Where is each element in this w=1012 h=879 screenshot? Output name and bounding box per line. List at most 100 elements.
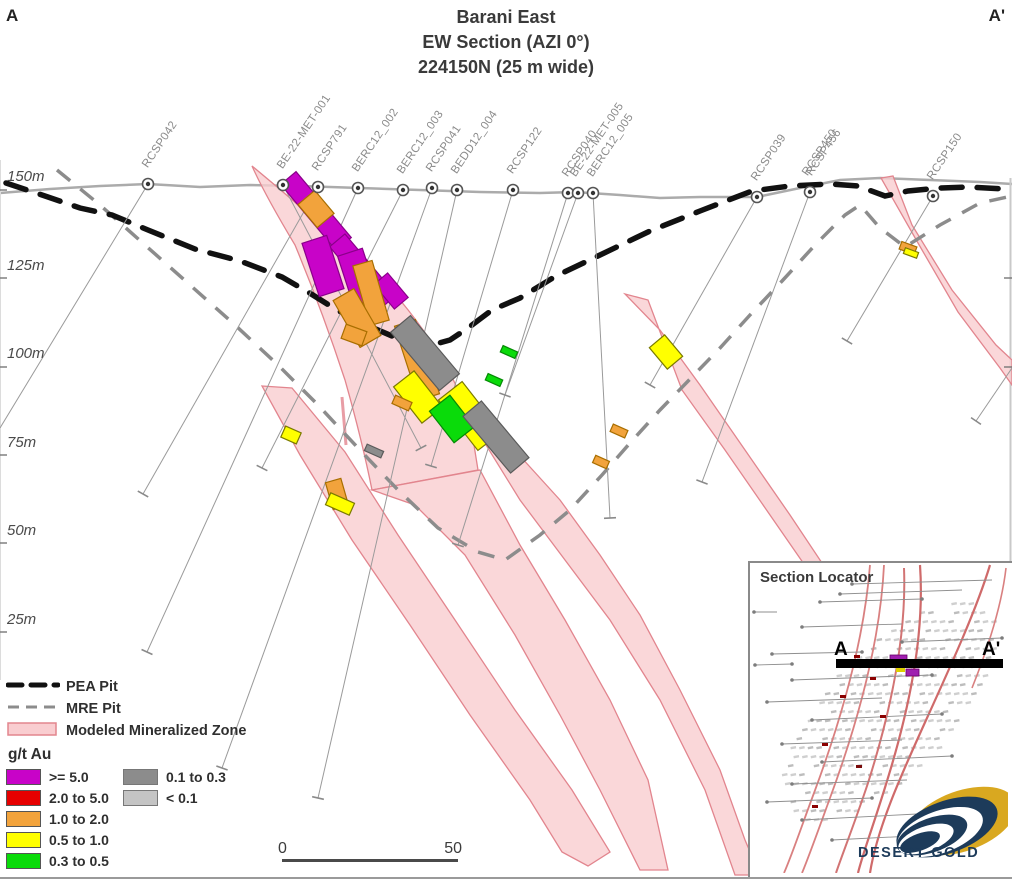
axis-ticks bbox=[0, 189, 1012, 633]
pea-legend-swatch bbox=[5, 682, 61, 687]
pit-legend: PEA Pit MRE Pit Modeled Mineralized Zone bbox=[5, 676, 246, 742]
drill-trace bbox=[137, 186, 319, 498]
desert-gold-logo-text: DESERT GOLD bbox=[858, 845, 980, 861]
grade-swatch bbox=[6, 768, 41, 785]
assay-interval bbox=[280, 425, 302, 445]
grade-label: 0.1 to 0.3 bbox=[166, 768, 226, 785]
legend-row: MRE Pit bbox=[6, 698, 246, 720]
grade-swatch bbox=[6, 852, 41, 869]
assay-interval bbox=[391, 394, 413, 412]
drill-trace bbox=[311, 189, 458, 801]
assay-interval bbox=[499, 344, 519, 360]
assay-interval bbox=[428, 394, 476, 444]
elevation-label: 75m bbox=[7, 433, 37, 451]
grade-swatch bbox=[123, 768, 158, 785]
assay-interval bbox=[297, 189, 335, 229]
grade-label: 0.5 to 1.0 bbox=[49, 831, 109, 848]
section-end-label-a: A bbox=[6, 6, 19, 25]
grade-label: 0.3 to 0.5 bbox=[49, 852, 109, 869]
grade-label: 1.0 to 2.0 bbox=[49, 810, 109, 827]
assay-interval bbox=[648, 334, 684, 370]
drill-collar-marker bbox=[926, 189, 940, 203]
grade-swatch bbox=[6, 789, 41, 806]
grade-label: < 0.1 bbox=[166, 789, 198, 806]
legend-label: PEA Pit bbox=[66, 679, 118, 695]
grade-swatch bbox=[6, 831, 41, 848]
legend-label: Modeled Mineralized Zone bbox=[66, 723, 247, 739]
assay-interval bbox=[352, 259, 390, 327]
drill-collar-marker bbox=[425, 181, 439, 195]
zone-legend-swatch bbox=[7, 721, 57, 736]
elevation-label: 100m bbox=[7, 345, 45, 363]
assay-interval bbox=[591, 454, 611, 470]
drill-trace bbox=[256, 189, 404, 472]
mre-legend-swatch bbox=[8, 705, 58, 708]
legend-row: PEA Pit bbox=[5, 676, 246, 698]
drill-collar-marker bbox=[586, 186, 600, 200]
elevation-label: 25m bbox=[7, 611, 37, 628]
assay-interval bbox=[340, 323, 368, 347]
drill-collar-marker bbox=[450, 183, 464, 197]
drill-collar-marker bbox=[803, 185, 817, 199]
section-line-bar bbox=[836, 659, 1003, 668]
legend-row: Modeled Mineralized Zone bbox=[6, 720, 246, 742]
grade-row: 2.0 to 5.0 < 0.1 bbox=[6, 787, 246, 808]
assay-interval-bars bbox=[279, 170, 920, 517]
assay-interval bbox=[389, 314, 461, 392]
assay-interval bbox=[324, 491, 356, 517]
drill-collar-marker bbox=[351, 181, 365, 195]
title-line-3: 224150N (25 m wide) bbox=[417, 57, 595, 77]
section-locator-inset: Section Locator A A' DESERT GOLD bbox=[748, 561, 1012, 877]
section-locator-title: Section Locator bbox=[760, 569, 874, 586]
legend: PEA Pit MRE Pit Modeled Mineralized Zone g… bbox=[5, 676, 246, 871]
assay-interval bbox=[372, 272, 410, 310]
drill-collar-marker bbox=[571, 186, 585, 200]
assay-interval bbox=[363, 443, 385, 459]
drill-trace bbox=[696, 191, 811, 485]
grade-label: 2.0 to 5.0 bbox=[49, 789, 109, 806]
assay-interval bbox=[609, 423, 629, 439]
scale-bar-line bbox=[282, 859, 458, 862]
grade-row: 1.0 to 2.0 bbox=[6, 808, 246, 829]
drill-collar-marker bbox=[141, 177, 155, 191]
assay-interval bbox=[301, 234, 345, 298]
pea-pit-outline bbox=[3, 180, 1008, 350]
assay-interval bbox=[902, 247, 920, 259]
grade-row: >= 5.0 0.1 to 0.3 bbox=[6, 766, 246, 787]
desert-gold-logo-swoosh bbox=[900, 831, 940, 853]
assay-interval bbox=[462, 400, 530, 474]
elevation-label: 125m bbox=[7, 256, 45, 274]
drill-trace bbox=[0, 183, 149, 429]
scale-start-label: 0 bbox=[278, 840, 287, 857]
elevation-label: 150m bbox=[7, 168, 45, 185]
title-line-1: Barani East bbox=[456, 7, 556, 27]
locator-a-prime-label: A' bbox=[982, 639, 1000, 660]
figure-title: Barani East EW Section (AZI 0°) 224150N … bbox=[296, 5, 716, 80]
grade-swatch bbox=[6, 810, 41, 827]
modeled-mineralized-zone bbox=[369, 469, 669, 871]
mre-pit-outline bbox=[55, 168, 1012, 562]
grade-legend: >= 5.0 0.1 to 0.3 2.0 to 5.0 < 0.1 1.0 to 2.… bbox=[6, 766, 246, 871]
section-locator-map: A A' bbox=[752, 564, 1008, 873]
section-end-label-a-prime: A' bbox=[988, 6, 1005, 25]
drill-collar-marker bbox=[750, 190, 764, 204]
grade-row: 0.3 to 0.5 bbox=[6, 850, 246, 871]
legend-label: MRE Pit bbox=[66, 701, 121, 717]
drill-collar-marker bbox=[396, 183, 410, 197]
locator-a-label: A bbox=[834, 639, 848, 660]
scale-end-label: 50 bbox=[444, 840, 462, 857]
grade-swatch bbox=[123, 789, 158, 806]
scale-bar: 0 50 bbox=[278, 840, 462, 862]
grade-legend-title: g/t Au bbox=[8, 746, 52, 763]
drill-collar-marker bbox=[276, 178, 290, 192]
drill-trace bbox=[499, 192, 579, 398]
grade-row: 0.5 to 1.0 bbox=[6, 829, 246, 850]
drill-trace bbox=[452, 192, 569, 548]
drill-collar-marker bbox=[311, 180, 325, 194]
drill-trace bbox=[841, 195, 934, 345]
assay-interval bbox=[484, 372, 504, 388]
drill-collars bbox=[141, 177, 940, 204]
elevation-label: 50m bbox=[7, 522, 37, 540]
